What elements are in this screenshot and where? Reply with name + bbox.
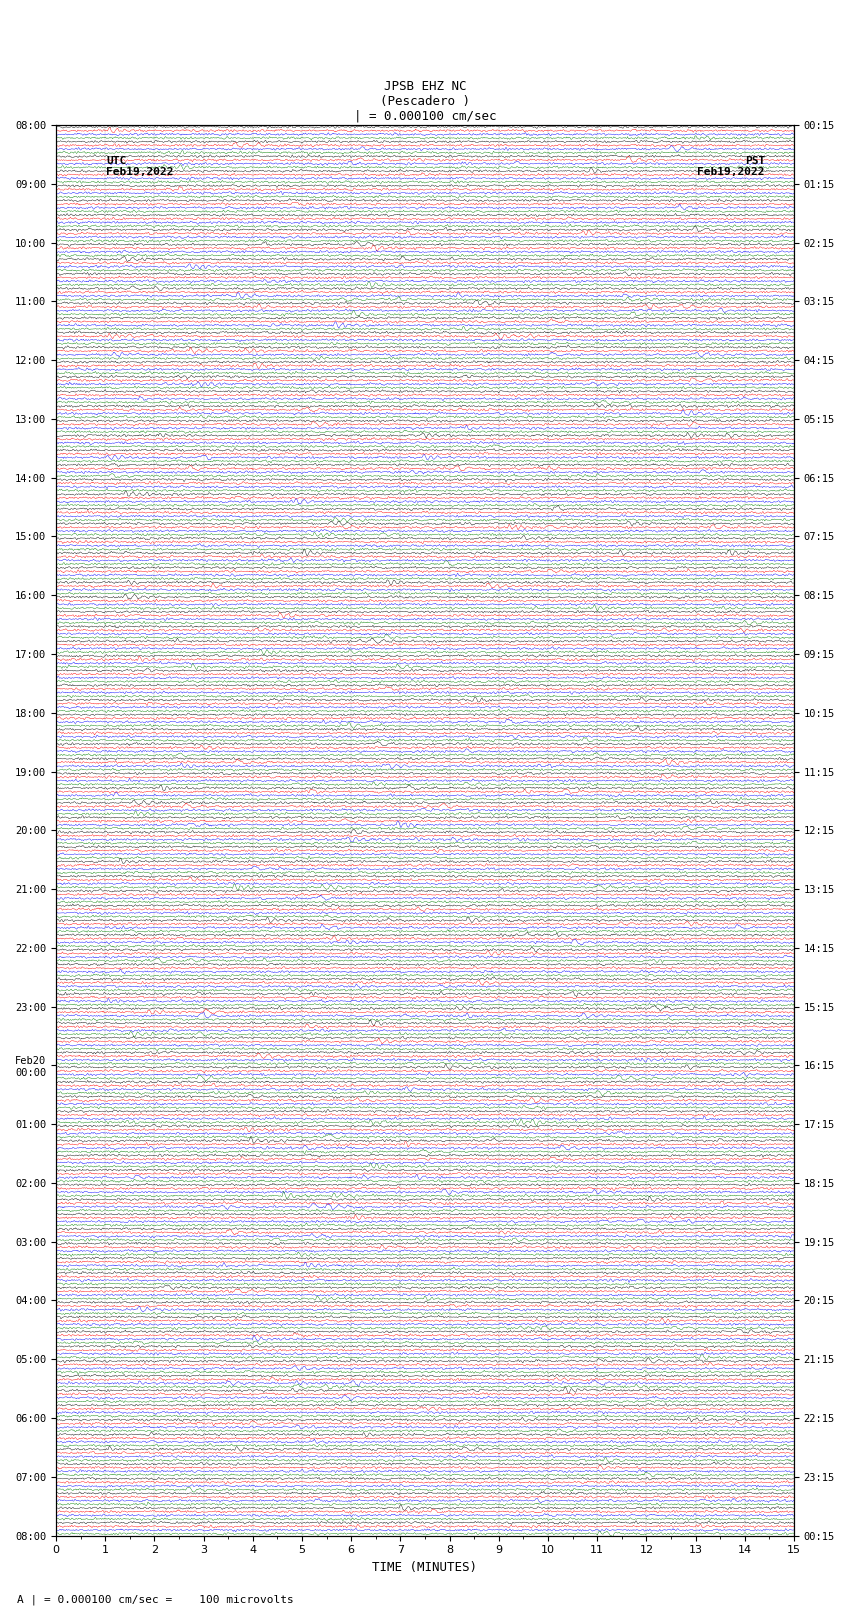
Text: A | = 0.000100 cm/sec =    100 microvolts: A | = 0.000100 cm/sec = 100 microvolts [17, 1594, 294, 1605]
Text: UTC
Feb19,2022: UTC Feb19,2022 [106, 156, 173, 177]
Text: PST
Feb19,2022: PST Feb19,2022 [698, 156, 765, 177]
Title: JPSB EHZ NC
(Pescadero )
| = 0.000100 cm/sec: JPSB EHZ NC (Pescadero ) | = 0.000100 cm… [354, 79, 496, 123]
X-axis label: TIME (MINUTES): TIME (MINUTES) [372, 1561, 478, 1574]
